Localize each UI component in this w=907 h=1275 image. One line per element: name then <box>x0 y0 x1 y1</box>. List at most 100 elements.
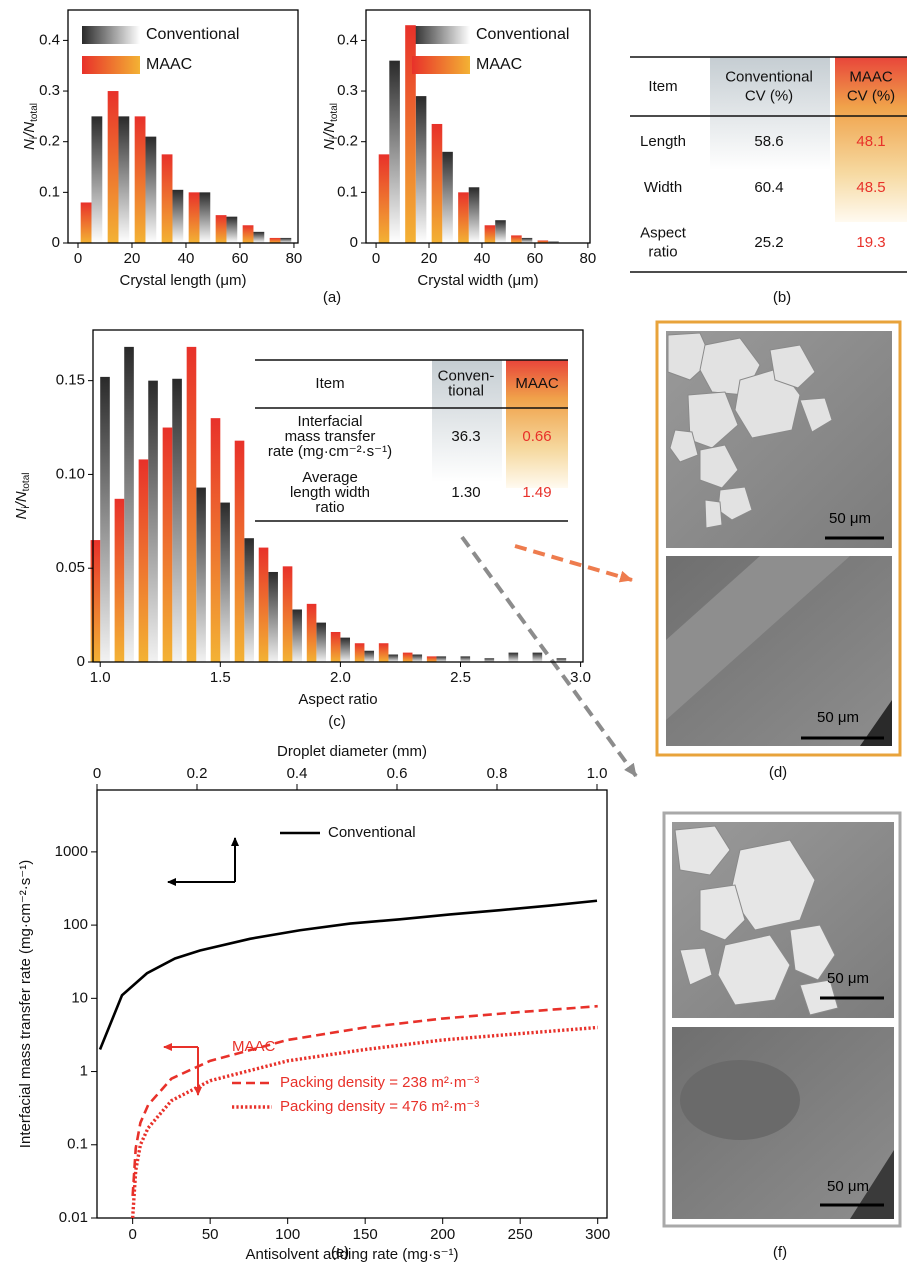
series-line <box>100 901 597 1050</box>
x-tick-label: 2.5 <box>450 669 471 686</box>
y-tick-label: 0.3 <box>39 82 60 99</box>
bar <box>427 656 437 662</box>
bar <box>253 232 264 243</box>
x-tick-label: 0 <box>128 1226 136 1243</box>
y-tick-label: 0.05 <box>56 559 85 576</box>
y-tick-label: 0.4 <box>39 31 60 48</box>
table-cell: 1.49 <box>522 484 551 501</box>
x-tick-label: 40 <box>474 250 491 267</box>
bar <box>432 124 443 243</box>
y-tick-label: 1 <box>80 1063 88 1080</box>
bar <box>100 377 110 662</box>
table-cell: Width <box>644 179 682 196</box>
x-tick-label: 80 <box>286 250 303 267</box>
bar <box>379 154 390 243</box>
bar <box>187 347 197 662</box>
caption: (c) <box>328 713 346 730</box>
x-tick-label: 150 <box>353 1226 378 1243</box>
bar <box>331 632 341 662</box>
x-tick-label: 100 <box>275 1226 300 1243</box>
table-cell: 48.1 <box>856 133 885 150</box>
table-cell: CV (%) <box>847 87 895 104</box>
bar <box>461 656 471 662</box>
scale-label: 50 μm <box>827 1178 869 1195</box>
table-cell: CV (%) <box>745 87 793 104</box>
table-cell: 36.3 <box>451 428 480 445</box>
x-tick-label: 80 <box>580 250 597 267</box>
bar <box>509 653 519 662</box>
y-tick-label: 0 <box>52 234 60 251</box>
bar <box>485 225 496 243</box>
bar <box>292 609 302 662</box>
y-axis-label: Interfacial mass transfer rate (mg·cm⁻²·… <box>17 860 34 1148</box>
table-cell: ratio <box>315 499 344 516</box>
bar <box>458 192 469 243</box>
bar <box>216 215 227 243</box>
bar <box>495 220 506 243</box>
y-tick-label: 0.15 <box>56 372 85 389</box>
bar <box>148 381 158 662</box>
x-tick-label: 60 <box>527 250 544 267</box>
bar <box>135 116 146 243</box>
x2-tick-label: 1.0 <box>587 765 608 782</box>
bar <box>280 238 291 243</box>
y-axis-label-part: total <box>29 103 40 122</box>
x-axis-label: Aspect ratio <box>298 691 377 708</box>
x-tick-label: 0 <box>372 250 380 267</box>
bar <box>522 238 533 243</box>
bar <box>416 96 427 243</box>
y-tick-label: 0.01 <box>59 1209 88 1226</box>
bar <box>235 441 245 662</box>
legend-label: Conventional <box>476 26 569 43</box>
bar <box>436 656 446 662</box>
x-tick-label: 200 <box>430 1226 455 1243</box>
bar <box>244 538 254 662</box>
table-cell: 48.5 <box>856 179 885 196</box>
x-tick-label: 1.0 <box>90 669 111 686</box>
table-cell: 0.66 <box>522 428 551 445</box>
y-tick-label: 0.10 <box>56 465 85 482</box>
x-tick-label: 0 <box>74 250 82 267</box>
x-axis-label: Crystal width (μm) <box>417 272 538 289</box>
x-tick-label: 20 <box>124 250 141 267</box>
bar <box>163 428 173 662</box>
legend-swatch <box>82 26 140 44</box>
bar <box>403 653 413 662</box>
caption: (b) <box>773 289 791 306</box>
figure: 50 μm 50 μm 50 μm 50 μm (a) (b) (c) (d) … <box>0 0 907 1275</box>
y-tick-label: 10 <box>71 989 88 1006</box>
bar <box>355 643 365 662</box>
bar <box>270 238 281 243</box>
y-tick-label: 0.3 <box>337 82 358 99</box>
x-tick-label: 2.0 <box>330 669 351 686</box>
table-cell: MAAC <box>515 375 559 392</box>
y-tick-label: 0.1 <box>337 183 358 200</box>
bar <box>469 187 480 243</box>
legend-title: MAAC <box>232 1038 276 1055</box>
bar <box>364 651 374 662</box>
bar <box>162 154 173 243</box>
plot-frame <box>97 790 607 1218</box>
y-tick-label: 0 <box>77 653 85 670</box>
bar <box>199 192 210 243</box>
y-axis-label: Ni/Ntotal <box>321 103 340 150</box>
y-axis-label-part: N <box>21 139 38 150</box>
x2-tick-label: 0.2 <box>187 765 208 782</box>
legend-label: Conventional <box>328 824 416 841</box>
bar <box>172 190 183 243</box>
table-cell: Length <box>640 133 686 150</box>
y-tick-label: 0.2 <box>337 133 358 150</box>
y-tick-label: 100 <box>63 916 88 933</box>
sem-texture <box>680 1060 800 1140</box>
table-cell: Item <box>315 375 344 392</box>
bar <box>388 654 398 662</box>
x-tick-label: 250 <box>508 1226 533 1243</box>
table-cell: 1.30 <box>451 484 480 501</box>
y-axis-label-part: N <box>321 139 338 150</box>
y-tick-label: 0.1 <box>39 183 60 200</box>
y-axis-label: Ni/Ntotal <box>13 473 32 520</box>
page: Figure body { margin: 0; background: #ff… <box>0 0 907 1275</box>
bar <box>511 235 522 243</box>
x-axis-label: Crystal length (μm) <box>119 272 246 289</box>
bar <box>259 548 269 662</box>
